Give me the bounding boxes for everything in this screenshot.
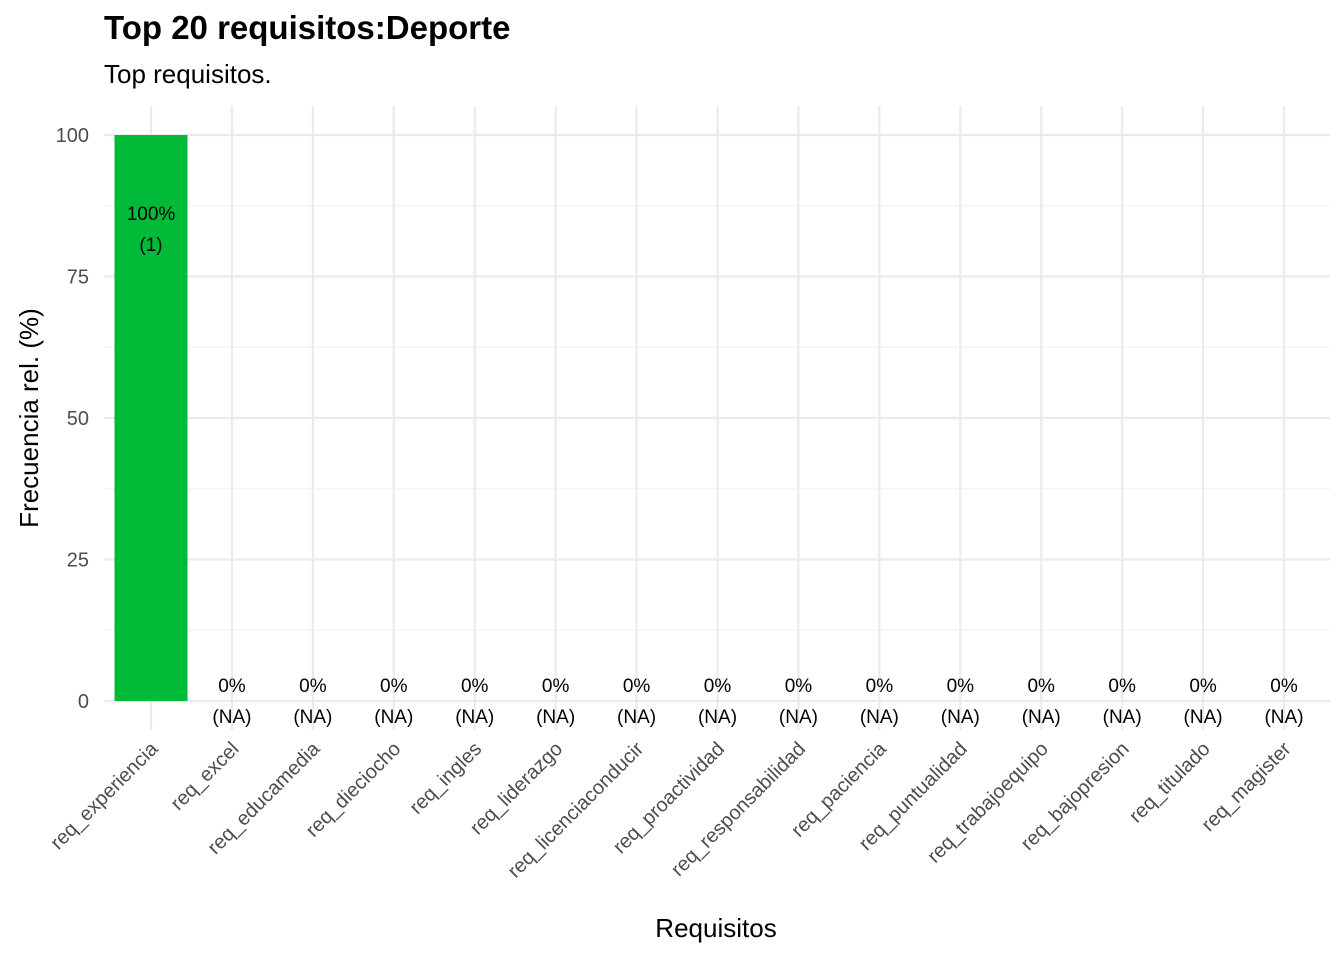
y-tick-label: 75 — [67, 267, 89, 289]
y-tick-label: 50 — [67, 408, 89, 430]
y-tick-label: 25 — [67, 550, 89, 572]
bar-label-percent: 0% — [380, 676, 408, 697]
bar-label-count: (NA) — [1103, 707, 1142, 728]
x-tick-label: req_titulado — [1125, 738, 1214, 827]
x-tick-label: req_excel — [167, 738, 244, 815]
bar-label-percent: 0% — [947, 676, 975, 697]
bar-label-percent: 0% — [542, 676, 570, 697]
bar-label-percent: 0% — [623, 676, 651, 697]
bar-label-count: (NA) — [455, 707, 494, 728]
bar-label-percent: 0% — [785, 676, 813, 697]
bar-label-count: (NA) — [698, 707, 737, 728]
bar-label-percent: 0% — [461, 676, 489, 697]
bar-label-percent: 0% — [218, 676, 246, 697]
bar-label-count: (NA) — [941, 707, 980, 728]
bar — [114, 135, 188, 701]
bar-label-percent: 0% — [866, 676, 894, 697]
x-tick-label: req_experiencia — [46, 737, 163, 854]
x-tick-label: req_responsabilidad — [667, 738, 810, 881]
bar-label-percent: 0% — [704, 676, 732, 697]
bar-label-count: (NA) — [293, 707, 332, 728]
x-tick-label: req_licenciaconducir — [504, 738, 649, 883]
bar-label-count: (1) — [139, 235, 162, 256]
y-axis-ticks: 0 25 50 75 100 — [56, 125, 89, 713]
bar-label-percent: 0% — [1108, 676, 1136, 697]
bars — [114, 135, 188, 701]
bar-label-count: (NA) — [536, 707, 575, 728]
bar-label-count: (NA) — [617, 707, 656, 728]
bar-label-percent: 100% — [127, 204, 176, 225]
bar-label-percent: 0% — [1270, 676, 1298, 697]
bar-label-count: (NA) — [374, 707, 413, 728]
x-axis-ticks: req_experiencia req_excelreq_educamediare… — [46, 737, 1295, 882]
major-gridlines — [104, 106, 1330, 730]
x-tick-label: req_ingles — [405, 738, 486, 819]
y-tick-label: 0 — [78, 691, 89, 713]
chart-subtitle: Top requisitos. — [104, 59, 272, 89]
bar-label-count: (NA) — [860, 707, 899, 728]
x-axis-title: Requisitos — [655, 913, 776, 943]
bar-label-count: (NA) — [1184, 707, 1223, 728]
bar-label-percent: 0% — [1027, 676, 1055, 697]
bar-label-count: (NA) — [1264, 707, 1303, 728]
y-axis-title: Frecuencia rel. (%) — [14, 308, 44, 528]
bar-labels: 100% (1) 0% (NA) 0% (NA) 0% (NA) 0% (NA) 0% (NA) 0% (… — [127, 204, 1304, 728]
bar-label-percent: 0% — [1189, 676, 1217, 697]
bar-label-count: (NA) — [779, 707, 818, 728]
y-tick-label: 100 — [56, 125, 89, 147]
bar-label-count: (NA) — [1022, 707, 1061, 728]
chart-title: Top 20 requisitos:Deporte — [104, 9, 511, 46]
bar-label-count: (NA) — [212, 707, 251, 728]
bar-label-percent: 0% — [299, 676, 327, 697]
